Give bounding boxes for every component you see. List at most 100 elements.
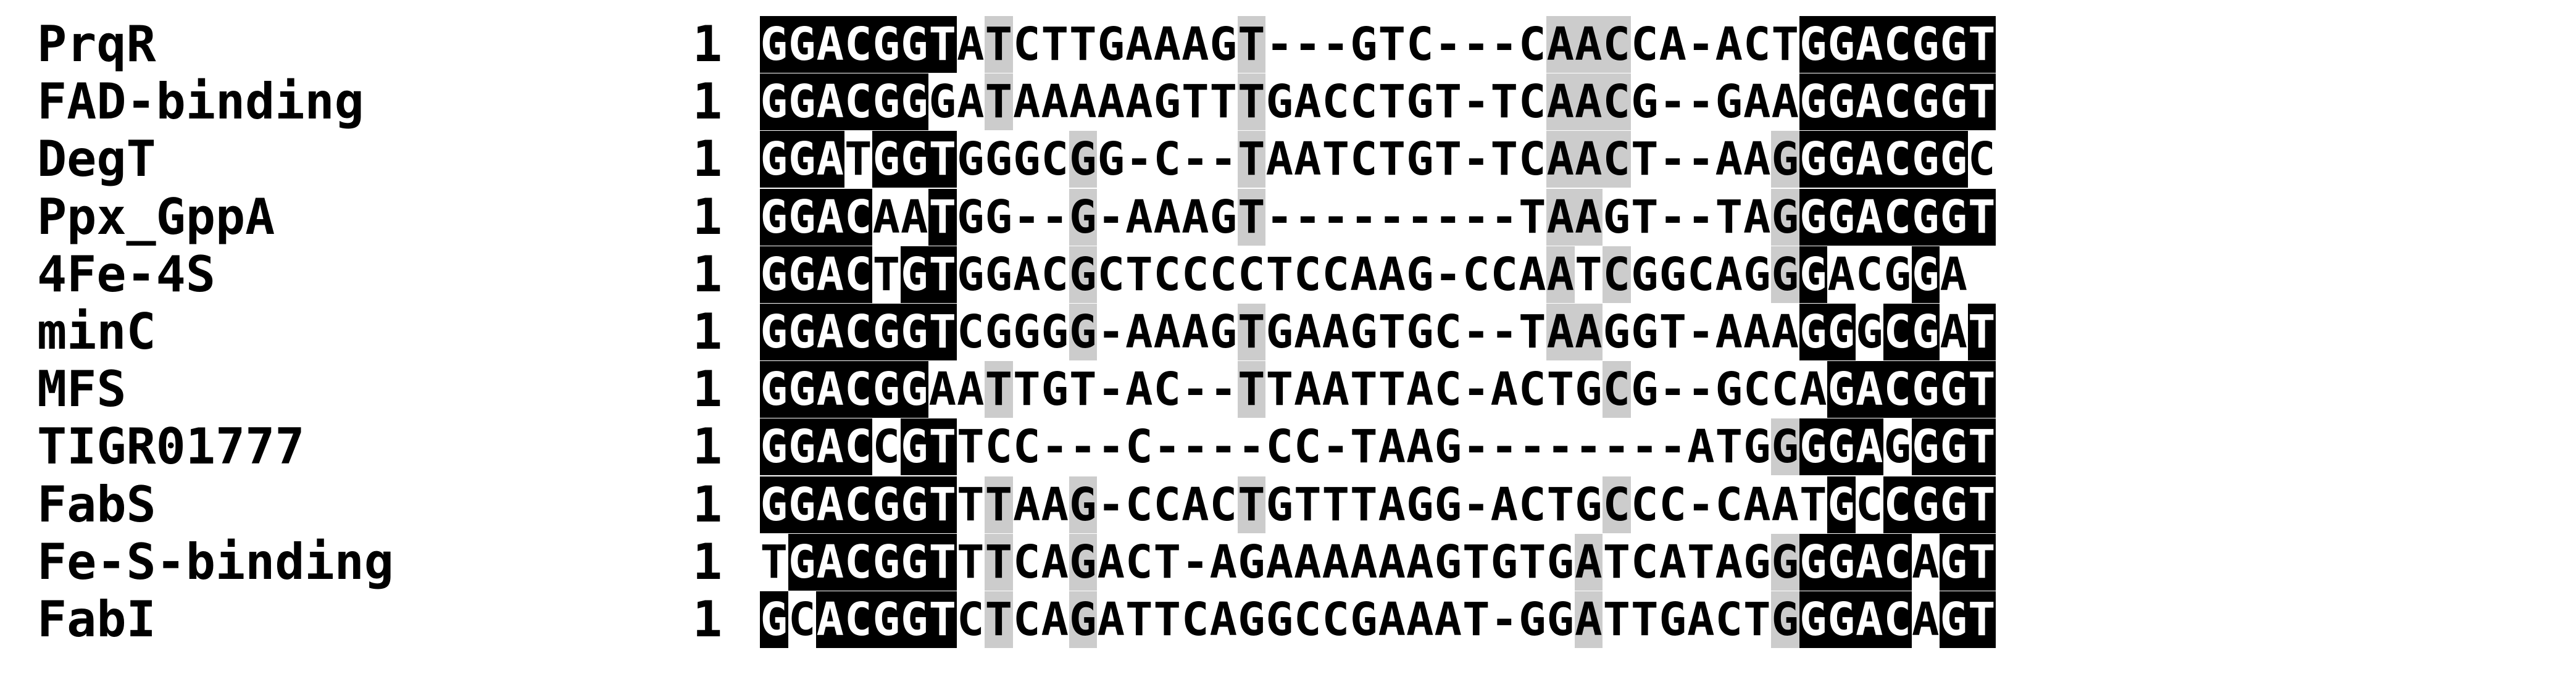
residue-cell: T xyxy=(956,535,985,589)
residue-cell: - xyxy=(1265,190,1294,244)
residue-cell: T xyxy=(1069,18,1097,71)
residue-cell: T xyxy=(1967,16,1996,73)
residue-cell: A xyxy=(1349,247,1378,301)
residue-cell: C xyxy=(1153,363,1182,417)
residue-cell: A xyxy=(816,418,844,476)
residue-cell: - xyxy=(1097,190,1125,244)
residue-cell: G xyxy=(1603,190,1631,244)
residue-cell: A xyxy=(1743,133,1771,186)
residue-cell: A xyxy=(1771,75,1799,129)
residue-cell: A xyxy=(1293,535,1322,589)
residue-cell: G xyxy=(900,533,928,591)
residue-cell: T xyxy=(1069,363,1097,417)
residue-cell: T xyxy=(844,133,872,186)
residue-cell: T xyxy=(1434,75,1462,129)
residue-cell: G xyxy=(1799,188,1827,246)
residue-cell: G xyxy=(956,190,985,244)
residue-cell: A xyxy=(1574,591,1603,648)
residue-cell: - xyxy=(1434,247,1462,301)
residue-cell: G xyxy=(1799,418,1827,476)
residue-cell: G xyxy=(1743,420,1771,474)
residue-cell: - xyxy=(1659,363,1687,417)
residue-cell: - xyxy=(1209,363,1238,417)
residue-cell: T xyxy=(1237,304,1265,360)
residue-cell: C xyxy=(1293,420,1322,474)
residue-cell: T xyxy=(872,247,901,301)
residue-cell: G xyxy=(900,73,928,131)
residue-cell: A xyxy=(1322,535,1350,589)
residue-cell: T xyxy=(1012,363,1041,417)
residue-cell: A xyxy=(1715,247,1743,301)
residue-cell: G xyxy=(1799,16,1827,73)
residue-cell: C xyxy=(1603,476,1631,533)
residue-cell: T xyxy=(1967,533,1996,591)
residue-cell: A xyxy=(1041,593,1069,646)
residue-cell: T xyxy=(1490,133,1519,186)
residue-cell: C xyxy=(1237,247,1265,301)
residue-cell: G xyxy=(1574,363,1603,417)
residue-cell: G xyxy=(788,304,816,360)
residue-cell: A xyxy=(1012,247,1041,301)
residue-cell: G xyxy=(1940,533,1968,591)
sequence-name: TIGR01777 xyxy=(37,418,305,476)
residue-cell: G xyxy=(900,246,928,303)
residue-cell: A xyxy=(816,131,844,188)
residue-cell: G xyxy=(900,476,928,533)
residue-cell: G xyxy=(788,418,816,476)
residue-cell: G xyxy=(1069,246,1097,303)
residue-cell: A xyxy=(1574,73,1603,131)
residue-cell: - xyxy=(1322,420,1350,474)
residue-cell: T xyxy=(1378,133,1406,186)
residue-cell: A xyxy=(1378,593,1406,646)
alignment-row: FabS 1 G G A C G G T T T A A G - C C A C T G T T T A G G - A C T G C C C - C… xyxy=(0,476,2576,533)
residue-cell: C xyxy=(844,418,872,476)
residue-cell: - xyxy=(1462,75,1490,129)
residue-cell: G xyxy=(1911,131,1940,188)
residue-cell: - xyxy=(1097,306,1125,359)
residue-cell: - xyxy=(1462,306,1490,359)
residue-cell: C xyxy=(1603,131,1631,188)
residue-cell: C xyxy=(1603,73,1631,131)
residue-cell: C xyxy=(1518,75,1546,129)
residue-cell: A xyxy=(1855,591,1883,648)
residue-cell: T xyxy=(1349,420,1378,474)
residue-cell: C xyxy=(844,73,872,131)
residue-cell: C xyxy=(844,246,872,303)
residue-cell: - xyxy=(1349,190,1378,244)
residue-cell: A xyxy=(1125,306,1153,359)
residue-cell: G xyxy=(1743,535,1771,589)
residue-cell: C xyxy=(1715,478,1743,531)
residue-cell: A xyxy=(1181,18,1209,71)
residue-cell: C xyxy=(1630,18,1659,71)
residue-cell: - xyxy=(1686,75,1715,129)
residue-cell: T xyxy=(1546,363,1575,417)
residue-cell: G xyxy=(900,418,928,476)
residue-cell: A xyxy=(956,18,985,71)
residue-cell: C xyxy=(1630,478,1659,531)
residue-cell: C xyxy=(1603,16,1631,73)
residue-cell: C xyxy=(1125,420,1153,474)
residue-cell: C xyxy=(1462,247,1490,301)
residue-cell: G xyxy=(1041,306,1069,359)
residue-cell: C xyxy=(1743,363,1771,417)
residue-cell: T xyxy=(985,591,1013,648)
sequence-name: minC xyxy=(37,303,156,360)
residue-cell: - xyxy=(1293,18,1322,71)
residue-cell: C xyxy=(844,533,872,591)
residue-cell: A xyxy=(1322,306,1350,359)
residue-cell: A xyxy=(900,190,928,244)
residue-cell: A xyxy=(1097,593,1125,646)
residue-cell: C xyxy=(1012,18,1041,71)
residue-cell: T xyxy=(1490,75,1519,129)
residue-cell: G xyxy=(1069,476,1097,533)
residue-cell: - xyxy=(1293,190,1322,244)
residue-cell: G xyxy=(1799,73,1827,131)
sequence-name: PrqR xyxy=(37,15,156,73)
residue-cell: G xyxy=(1630,75,1659,129)
residue-cell: G xyxy=(1406,306,1434,359)
alignment-row: minC 1 G G A C G G T C G G G G - A A A G T G A A G T G C - - T A A G G T - A… xyxy=(0,304,2576,360)
residue-cell: - xyxy=(1546,420,1575,474)
residue-cell: A xyxy=(1041,478,1069,531)
residue-cell: C xyxy=(1097,247,1125,301)
residue-cell: G xyxy=(1265,306,1294,359)
